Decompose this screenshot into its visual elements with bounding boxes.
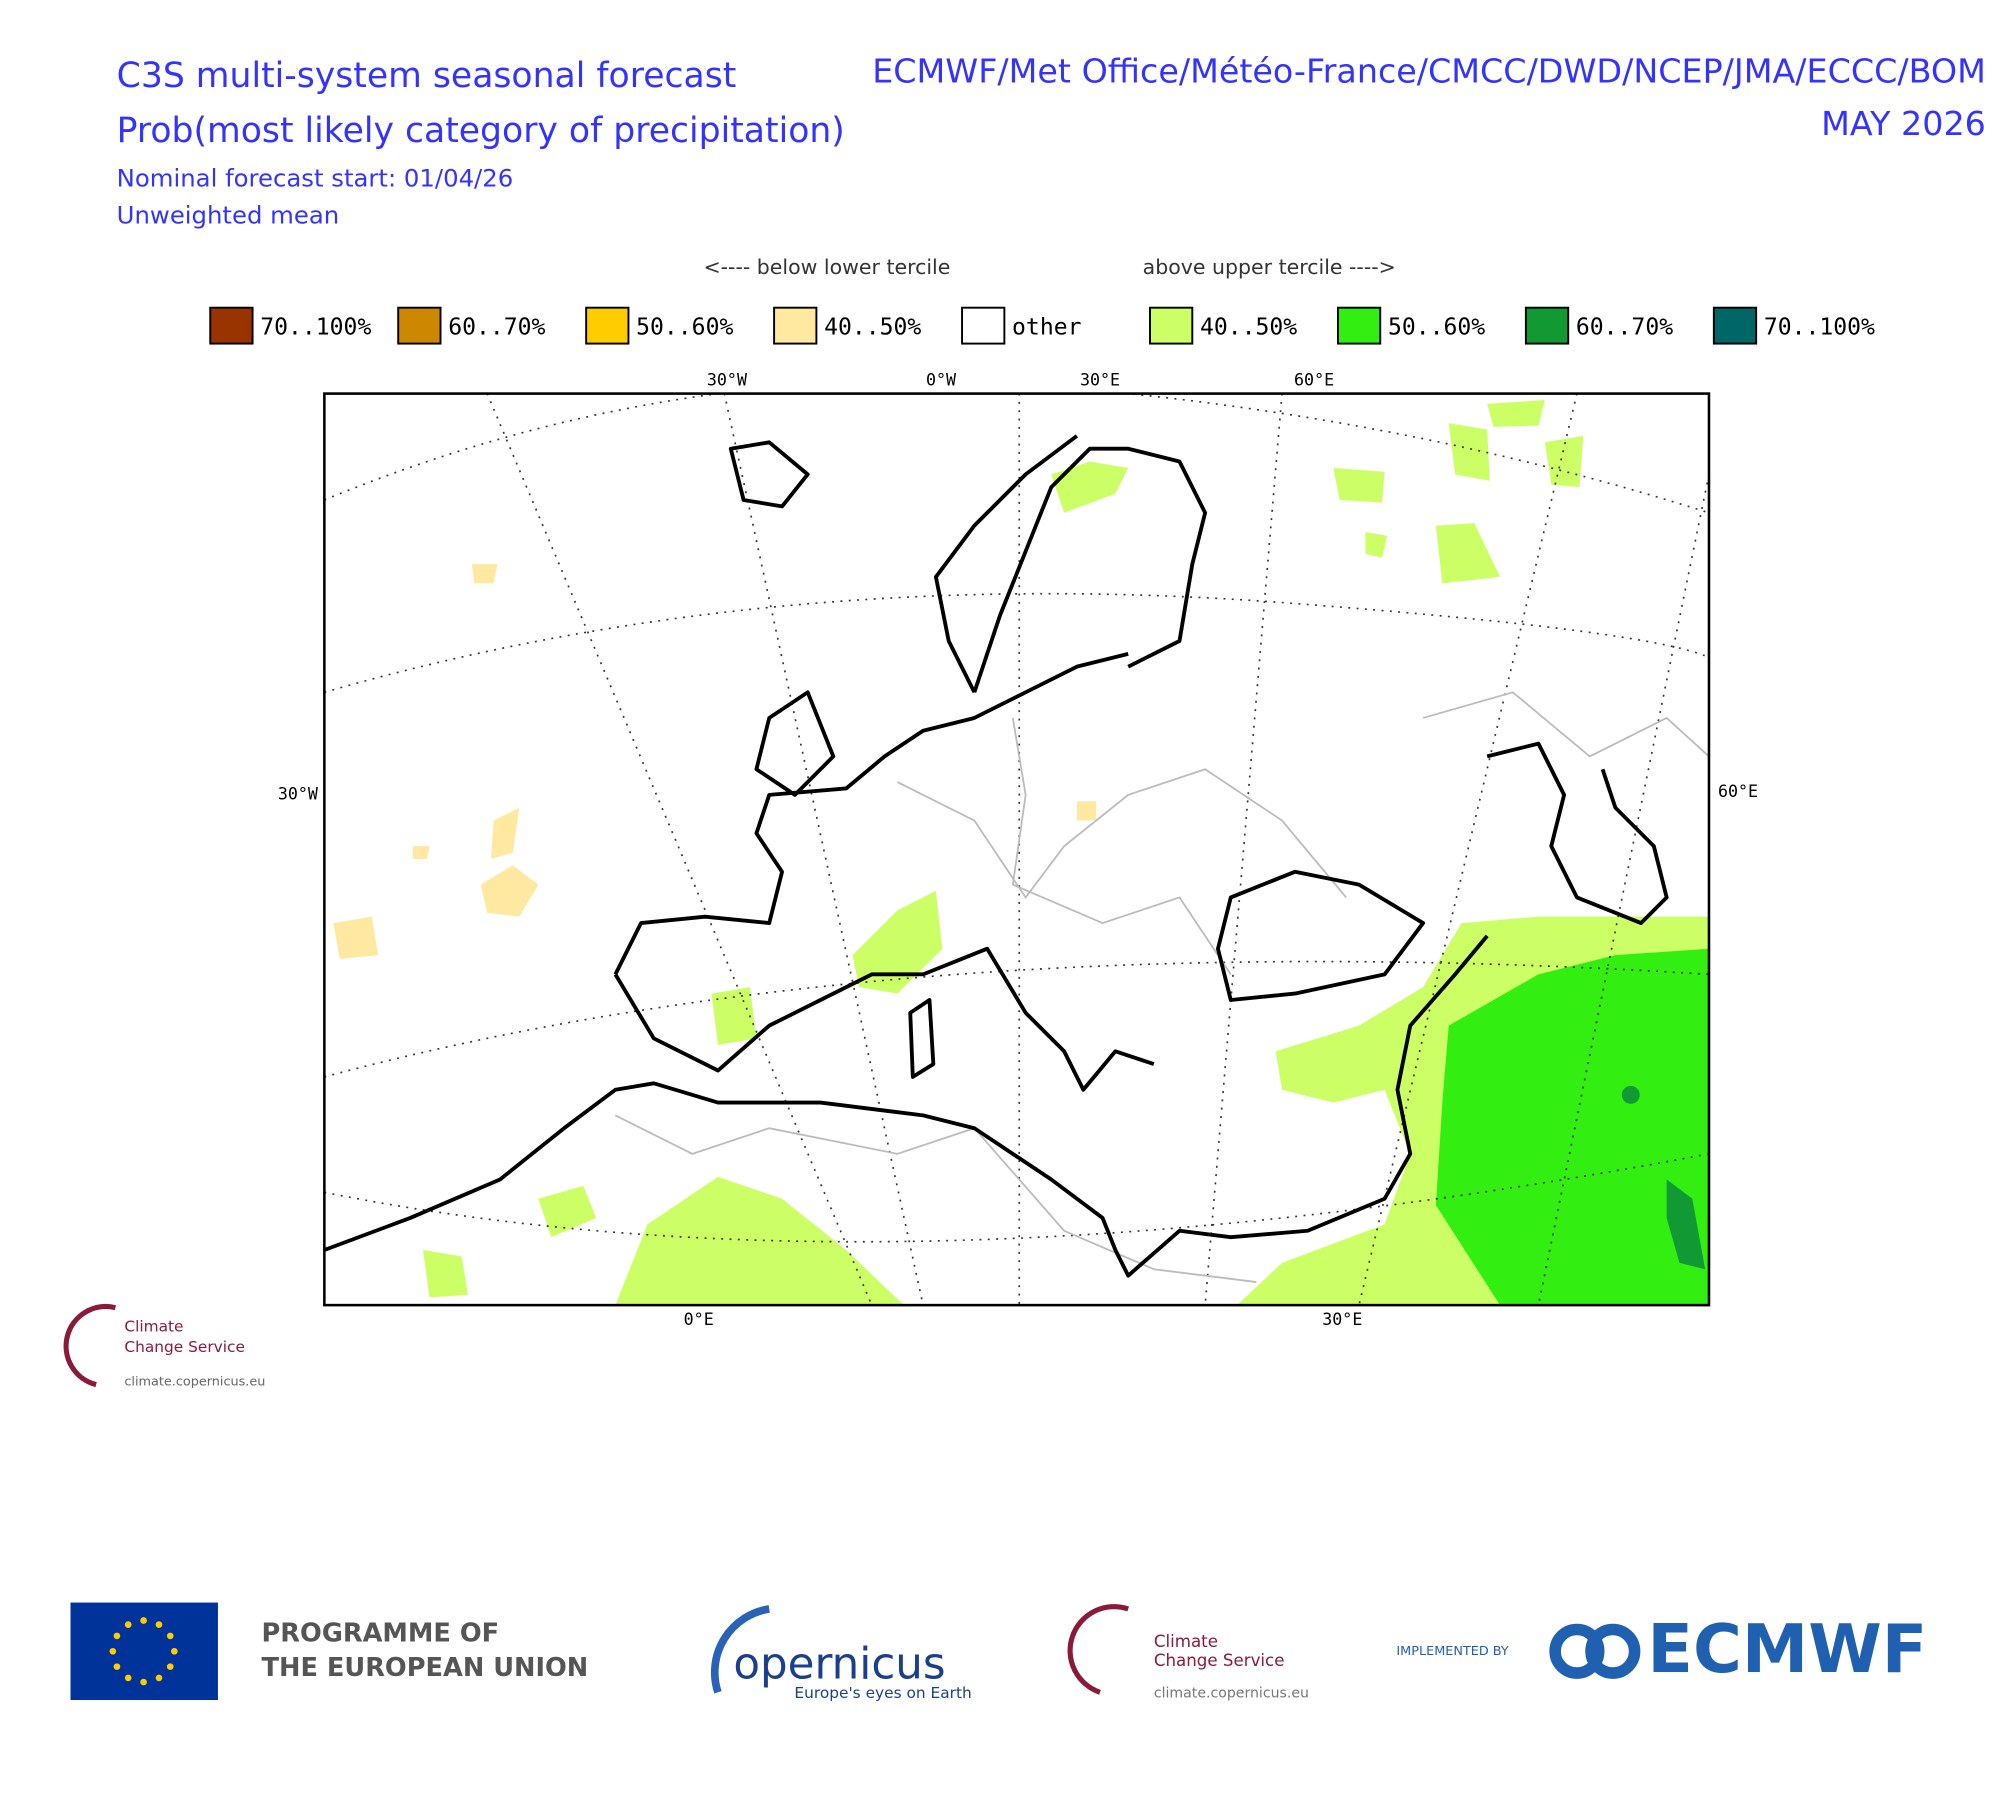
legend-swatch <box>961 306 1006 345</box>
c3s-text: Climate <box>1154 1632 1218 1651</box>
eu-star <box>155 1621 163 1628</box>
lon-label: 30°W <box>707 370 748 389</box>
legend: 70..100% 60..70% 50..60% 40..50% other 40..50… <box>209 306 1875 345</box>
legend-label: 50..60% <box>636 315 733 341</box>
eu-star <box>109 1647 117 1655</box>
copernicus-tag: Europe's eyes on Earth <box>794 1684 971 1702</box>
legend-swatch <box>1336 306 1382 345</box>
logo-text: Climate <box>124 1317 183 1335</box>
map <box>324 393 1709 1306</box>
eu-star <box>124 1621 132 1628</box>
legend-label: 60..70% <box>448 315 545 341</box>
legend-label: other <box>1012 315 1081 341</box>
legend-label: 70..100% <box>1764 315 1875 341</box>
c3s-url: climate.copernicus.eu <box>1154 1686 1309 1702</box>
legend-swatch <box>209 306 254 345</box>
eu-text: THE EUROPEAN UNION <box>262 1653 589 1683</box>
month: MAY 2026 <box>1821 104 1986 143</box>
ecmwf-logo: ECMWF <box>1647 1610 1927 1688</box>
eu-star <box>166 1632 174 1640</box>
logo-url: climate.copernicus.eu <box>124 1375 265 1390</box>
models: ECMWF/Met Office/Météo-France/CMCC/DWD/N… <box>872 52 1986 91</box>
map-frame <box>323 392 1711 1307</box>
eu-text: PROGRAMME OF <box>262 1619 500 1649</box>
eu-star <box>140 1678 147 1686</box>
legend-swatch <box>1712 306 1758 345</box>
legend-swatch <box>397 306 442 345</box>
lon-label: 0°W <box>926 370 957 389</box>
eu-flag <box>70 1602 218 1700</box>
start-date: Nominal forecast start: 01/04/26 <box>117 163 514 192</box>
legend-swatch <box>585 306 630 345</box>
legend-label: 50..60% <box>1388 315 1485 341</box>
legend-label: 70..100% <box>260 315 371 341</box>
method: Unweighted mean <box>117 201 340 230</box>
lat-label: 60°E <box>1718 782 1758 801</box>
eu-star <box>171 1647 178 1655</box>
eu-star <box>124 1674 132 1682</box>
below-label: <---- below lower tercile <box>703 255 950 279</box>
legend-swatch <box>1524 306 1570 345</box>
subtitle: Prob(most likely category of precipitati… <box>117 111 845 151</box>
lon-label: 30°E <box>1080 370 1120 389</box>
logo-text: Change Service <box>124 1338 245 1356</box>
copernicus: opernicus <box>733 1640 945 1690</box>
c3s-logo-small: Climate Change Service climate.copernicu… <box>63 1303 265 1390</box>
lon-label: 30°E <box>1322 1310 1362 1329</box>
lon-label: 0°E <box>684 1310 714 1329</box>
eu-star <box>166 1663 174 1670</box>
legend-swatch <box>1149 306 1194 345</box>
lon-label: 60°E <box>1294 370 1334 389</box>
legend-swatch <box>773 306 818 345</box>
above-label: above upper tercile ----> <box>1143 255 1396 279</box>
lat-label: 30°W <box>278 784 319 803</box>
legend-label: 60..70% <box>1576 315 1673 341</box>
implemented-by: IMPLEMENTED BY <box>1396 1644 1508 1659</box>
title: C3S multi-system seasonal forecast <box>117 56 737 96</box>
eu-star <box>113 1663 121 1670</box>
footer: PROGRAMME OF THE EUROPEAN UNION opernicu… <box>70 1602 1927 1702</box>
eu-star <box>113 1632 121 1640</box>
eu-star <box>140 1617 147 1624</box>
map-labels: 30°W 0°W 30°E 60°E 30°W 60°E 0°E 30°E <box>278 370 1758 1329</box>
eu-star <box>155 1674 163 1682</box>
legend-label: 40..50% <box>824 315 921 341</box>
c3s-text: Change Service <box>1154 1651 1285 1670</box>
legend-label: 40..50% <box>1200 315 1297 341</box>
